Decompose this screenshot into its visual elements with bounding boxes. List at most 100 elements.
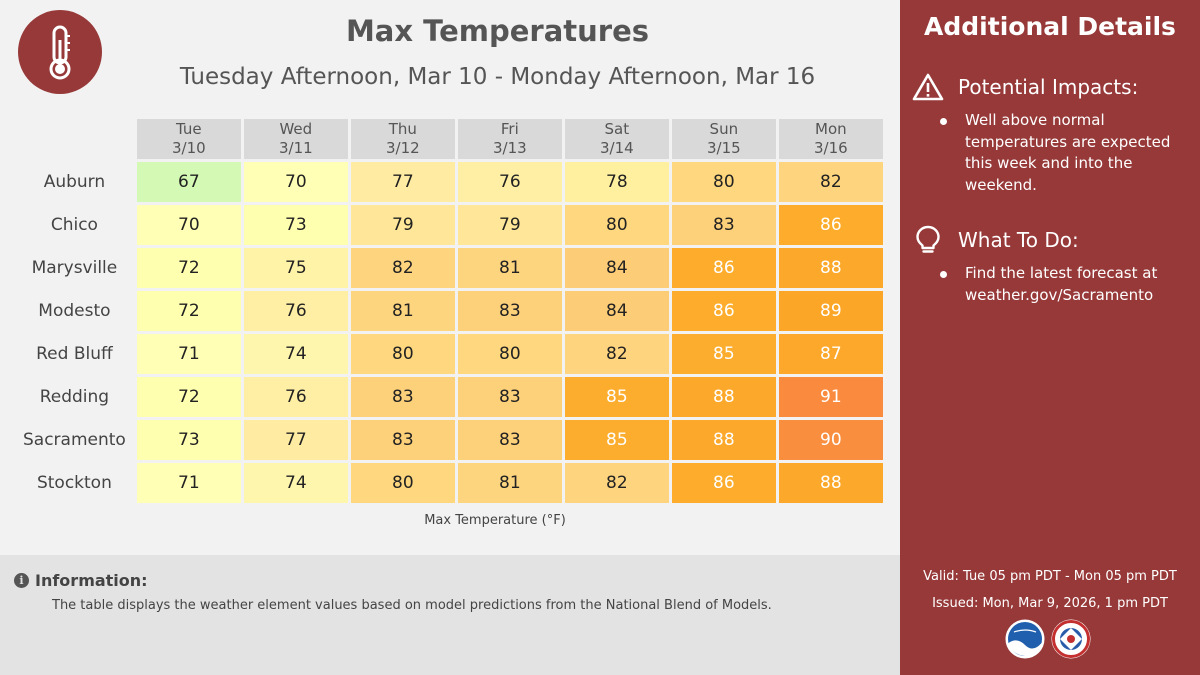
temperature-cell: 67 bbox=[136, 162, 241, 202]
page-subtitle: Tuesday Afternoon, Mar 10 - Monday After… bbox=[179, 64, 816, 90]
temperature-cell: 81 bbox=[457, 463, 562, 503]
temperature-cell: 77 bbox=[243, 420, 348, 460]
city-label: Chico bbox=[50, 215, 98, 235]
impacts-heading-text: Potential Impacts: bbox=[958, 75, 1139, 99]
impacts-bullet: Well above normal temperatures are expec… bbox=[940, 110, 1190, 196]
issued-time: Issued: Mon, Mar 9, 2026, 1 pm PDT bbox=[932, 596, 1168, 611]
day-date: 3/16 bbox=[813, 139, 848, 157]
temperature-cell: 84 bbox=[564, 248, 669, 288]
temperature-cell: 88 bbox=[778, 463, 883, 503]
information-text: The table displays the weather element v… bbox=[52, 598, 772, 613]
temperature-cell: 75 bbox=[243, 248, 348, 288]
temperature-cell: 78 bbox=[564, 162, 669, 202]
temperature-cell: 88 bbox=[778, 248, 883, 288]
temperature-cell: 88 bbox=[671, 420, 776, 460]
temperature-cell: 83 bbox=[457, 291, 562, 331]
todo-bullet[interactable]: Find the latest forecast at weather.gov/… bbox=[940, 263, 1190, 306]
temperature-cell: 83 bbox=[350, 377, 455, 417]
city-label: Redding bbox=[39, 387, 110, 407]
thermometer-icon bbox=[49, 25, 71, 80]
temperature-cell: 85 bbox=[564, 420, 669, 460]
temperature-cell: 84 bbox=[564, 291, 669, 331]
day-header: Sun 3/15 bbox=[671, 119, 776, 159]
temperature-rows: Auburn 67 70 77 76 78 80 82 Chico 70 73 79 79 80 83 86 M… bbox=[23, 162, 883, 503]
temperature-cell: 91 bbox=[778, 377, 883, 417]
temperature-cell: 70 bbox=[243, 162, 348, 202]
temperature-cell: 83 bbox=[350, 420, 455, 460]
nws-logo bbox=[1051, 619, 1091, 659]
temperature-cell: 90 bbox=[778, 420, 883, 460]
temperature-cell: 81 bbox=[457, 248, 562, 288]
todo-heading-text: What To Do: bbox=[958, 228, 1079, 252]
city-label: Sacramento bbox=[23, 430, 126, 450]
valid-period: Valid: Tue 05 pm PDT - Mon 05 pm PDT bbox=[923, 569, 1177, 584]
temperature-cell: 73 bbox=[136, 420, 241, 460]
temperature-cell: 85 bbox=[564, 377, 669, 417]
day-of-week: Thu bbox=[388, 120, 417, 138]
city-label: Auburn bbox=[43, 172, 106, 192]
temperature-cell: 72 bbox=[136, 377, 241, 417]
temperature-cell: 81 bbox=[350, 291, 455, 331]
thermometer-logo bbox=[18, 10, 102, 94]
page-title: Max Temperatures bbox=[345, 14, 650, 48]
city-label: Marysville bbox=[31, 258, 118, 278]
temperature-cell: 83 bbox=[671, 205, 776, 245]
day-of-week: Sun bbox=[709, 120, 739, 138]
temperature-cell: 72 bbox=[136, 291, 241, 331]
city-label: Modesto bbox=[38, 301, 111, 321]
day-header: Wed 3/11 bbox=[243, 119, 348, 159]
table-row: Red Bluff 71 74 80 80 82 85 87 bbox=[23, 334, 883, 374]
warning-icon bbox=[912, 73, 944, 101]
table-row: Stockton 71 74 80 81 82 86 88 bbox=[23, 463, 883, 503]
table-row: Marysville 72 75 82 81 84 86 88 bbox=[23, 248, 883, 288]
day-date: 3/11 bbox=[278, 139, 313, 157]
main-panel: Max Temperatures Tuesday Afternoon, Mar … bbox=[18, 10, 883, 528]
temperature-cell: 83 bbox=[457, 377, 562, 417]
day-date: 3/12 bbox=[385, 139, 420, 157]
day-header: Tue 3/10 bbox=[136, 119, 241, 159]
temperature-cell: 76 bbox=[243, 291, 348, 331]
day-of-week: Tue bbox=[176, 120, 202, 138]
temperature-cell: 79 bbox=[457, 205, 562, 245]
temperature-cell: 74 bbox=[243, 463, 348, 503]
temperature-cell: 80 bbox=[457, 334, 562, 374]
temperature-cell: 88 bbox=[671, 377, 776, 417]
impacts-heading: Potential Impacts: bbox=[912, 72, 1138, 102]
temperature-cell: 70 bbox=[136, 205, 241, 245]
temperature-cell: 77 bbox=[350, 162, 455, 202]
temperature-cell: 72 bbox=[136, 248, 241, 288]
information-band bbox=[0, 555, 900, 675]
temperature-cell: 86 bbox=[778, 205, 883, 245]
temperature-cell: 89 bbox=[778, 291, 883, 331]
legend-label: Max Temperature (°F) bbox=[424, 513, 566, 528]
temperature-cell: 82 bbox=[778, 162, 883, 202]
temperature-cell: 80 bbox=[671, 162, 776, 202]
day-date: 3/13 bbox=[492, 139, 527, 157]
corner-cell bbox=[23, 119, 134, 159]
info-icon: i bbox=[14, 573, 29, 588]
temperature-cell: 82 bbox=[350, 248, 455, 288]
temperature-cell: 73 bbox=[243, 205, 348, 245]
temperature-cell: 87 bbox=[778, 334, 883, 374]
table-row: Modesto 72 76 81 83 84 86 89 bbox=[23, 291, 883, 331]
day-date: 3/14 bbox=[599, 139, 634, 157]
table-row: Sacramento 73 77 83 83 85 88 90 bbox=[23, 420, 883, 460]
additional-details-panel: Additional Details Potential Impacts: We… bbox=[900, 0, 1200, 675]
noaa-logo bbox=[1005, 619, 1045, 659]
day-date: 3/15 bbox=[706, 139, 741, 157]
temperature-cell: 76 bbox=[457, 162, 562, 202]
day-header: Fri 3/13 bbox=[457, 119, 562, 159]
lightbulb-icon bbox=[916, 225, 940, 253]
temperature-cell: 82 bbox=[564, 334, 669, 374]
temperature-cell: 86 bbox=[671, 248, 776, 288]
temperature-cell: 71 bbox=[136, 463, 241, 503]
day-of-week: Wed bbox=[279, 120, 313, 138]
day-header-row: Tue 3/10 Wed 3/11 Thu 3/12 Fri 3/13 Sat 3/14 Sun 3/… bbox=[23, 119, 883, 159]
temperature-cell: 74 bbox=[243, 334, 348, 374]
table-row: Redding 72 76 83 83 85 88 91 bbox=[23, 377, 883, 417]
table-row: Chico 70 73 79 79 80 83 86 bbox=[23, 205, 883, 245]
information-title: i Information: bbox=[14, 571, 148, 590]
temperature-cell: 86 bbox=[671, 291, 776, 331]
temperature-cell: 86 bbox=[671, 463, 776, 503]
day-date: 3/10 bbox=[171, 139, 206, 157]
